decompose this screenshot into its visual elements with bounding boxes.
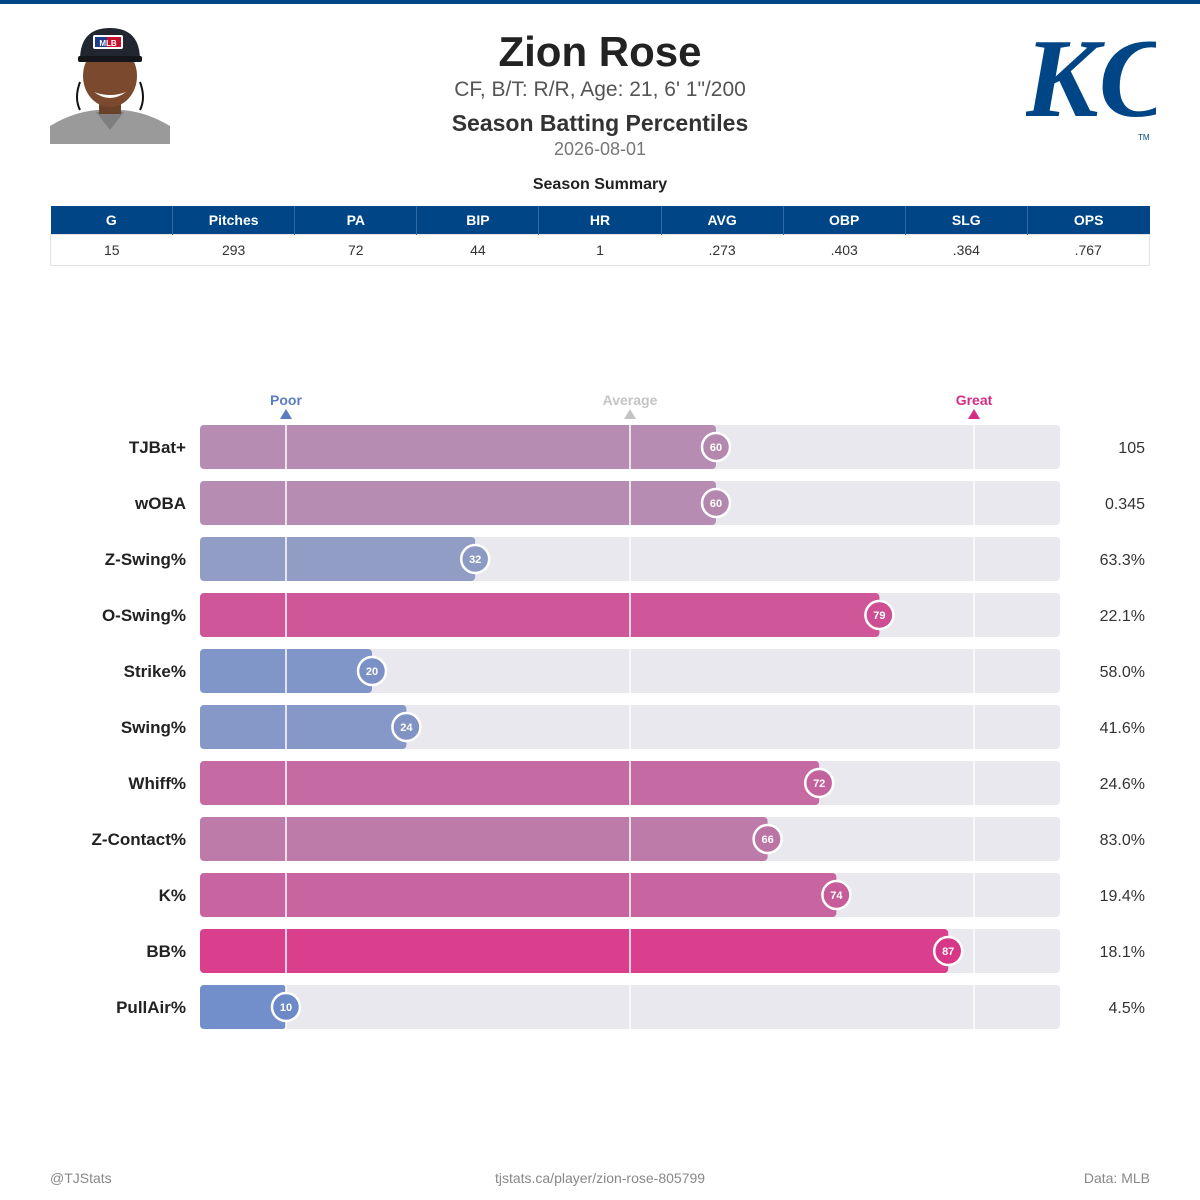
stat-value: 83.0% bbox=[1100, 832, 1145, 849]
reference-marker-icon bbox=[968, 409, 980, 419]
summary-header-cell: Pitches bbox=[172, 206, 296, 235]
percentile-value: 60 bbox=[710, 498, 722, 510]
player-headshot: MLB bbox=[50, 26, 170, 144]
summary-value-cell: .273 bbox=[661, 234, 784, 266]
stat-label: O-Swing% bbox=[102, 606, 186, 625]
reference-label: Average bbox=[603, 392, 658, 408]
top-accent-bar bbox=[0, 0, 1200, 4]
summary-header-cell: SLG bbox=[905, 206, 1028, 235]
summary-value-cell: .403 bbox=[783, 234, 906, 266]
reference-marker-icon bbox=[624, 409, 636, 419]
stat-value: 24.6% bbox=[1100, 776, 1145, 793]
percentile-badge bbox=[700, 487, 732, 519]
percentile-badge bbox=[391, 711, 422, 743]
footer-url[interactable]: tjstats.ca/player/zion-rose-805799 bbox=[494, 1170, 706, 1186]
summary-value-cell: 44 bbox=[416, 234, 539, 266]
player-name: Zion Rose bbox=[498, 28, 702, 75]
percentile-bar bbox=[200, 817, 768, 861]
stat-value: 22.1% bbox=[1100, 608, 1145, 625]
stat-value: 105 bbox=[1118, 440, 1145, 457]
stat-label: Z-Swing% bbox=[105, 550, 186, 569]
summary-header-row: G Pitches PA BIP HR AVG OBP SLG OPS bbox=[50, 206, 1150, 235]
footer-source: Data: MLB bbox=[1083, 1170, 1150, 1186]
percentile-bar bbox=[200, 985, 286, 1029]
report-date: 2026-08-01 bbox=[553, 139, 647, 159]
percentile-value: 20 bbox=[366, 666, 378, 678]
summary-header-cell: PA bbox=[294, 206, 418, 235]
stat-label: Strike% bbox=[124, 662, 186, 681]
stat-value: 19.4% bbox=[1100, 888, 1145, 905]
stat-value: 0.345 bbox=[1105, 496, 1145, 513]
percentile-bar bbox=[200, 481, 716, 525]
percentile-bar bbox=[200, 929, 949, 973]
stat-label: K% bbox=[159, 886, 186, 905]
percentile-badge bbox=[932, 935, 964, 967]
reference-label: Poor bbox=[270, 392, 302, 408]
player-bio: CF, B/T: R/R, Age: 21, 6' 1"/200 bbox=[454, 78, 746, 101]
percentile-value: 87 bbox=[942, 946, 954, 958]
percentile-badge bbox=[270, 991, 302, 1023]
stat-label: Whiff% bbox=[128, 774, 186, 793]
percentile-value: 79 bbox=[873, 610, 885, 622]
percentile-bar bbox=[200, 425, 716, 469]
summary-title: Season Summary bbox=[532, 176, 668, 193]
stat-label: TJBat+ bbox=[129, 438, 186, 457]
percentile-value: 74 bbox=[830, 890, 843, 902]
reference-label: Great bbox=[956, 392, 993, 408]
percentile-bar bbox=[200, 537, 476, 581]
summary-value-cell: 293 bbox=[172, 234, 295, 266]
stat-label: BB% bbox=[146, 942, 186, 961]
stat-label: Swing% bbox=[121, 718, 186, 737]
summary-header-cell: OBP bbox=[783, 206, 906, 235]
footer-handle[interactable]: @TJStats bbox=[50, 1170, 112, 1186]
summary-value-cell: 72 bbox=[294, 234, 417, 266]
percentile-bar bbox=[200, 705, 407, 749]
percentile-badge bbox=[821, 879, 852, 911]
stat-label: wOBA bbox=[134, 494, 186, 513]
percentile-badge bbox=[459, 543, 491, 575]
team-logo: KC TM bbox=[1023, 17, 1175, 146]
team-logo-text: KC bbox=[1026, 24, 1156, 141]
percentile-bar bbox=[200, 873, 837, 917]
percentile-badge bbox=[864, 599, 895, 631]
percentile-bar-chart: Poor Average Great TJBat+ 60 105 wOBA 60 0.345 Z-… bbox=[92, 392, 1145, 1029]
season-summary-table: G Pitches PA BIP HR AVG OBP SLG OPS 15 2… bbox=[49, 206, 1151, 266]
percentile-value: 66 bbox=[761, 834, 773, 846]
stat-value: 4.5% bbox=[1109, 1000, 1145, 1017]
stat-value: 18.1% bbox=[1100, 944, 1145, 961]
summary-value-cell: .364 bbox=[905, 234, 1028, 266]
percentile-value: 32 bbox=[469, 554, 481, 566]
summary-value-cell: 1 bbox=[538, 234, 662, 266]
chart-subtitle: Season Batting Percentiles bbox=[451, 110, 749, 136]
percentile-badge bbox=[700, 431, 732, 463]
percentile-badge bbox=[803, 767, 835, 799]
summary-header-cell: AVG bbox=[661, 206, 784, 235]
stat-value: 41.6% bbox=[1100, 720, 1145, 737]
percentile-badge bbox=[356, 655, 388, 687]
summary-header-cell: OPS bbox=[1027, 206, 1150, 235]
summary-header-cell: BIP bbox=[416, 206, 540, 235]
summary-header-cell: G bbox=[50, 206, 174, 235]
summary-header-cell: HR bbox=[538, 206, 662, 235]
stat-value: 58.0% bbox=[1100, 664, 1145, 681]
reference-marker-icon bbox=[280, 409, 292, 419]
summary-value-row: 15 293 72 44 1 .273 .403 .364 .767 bbox=[49, 234, 1151, 266]
summary-value-cell: 15 bbox=[49, 234, 173, 266]
percentile-value: 24 bbox=[400, 722, 413, 734]
cap-logo-text: MLB bbox=[99, 39, 117, 48]
percentile-value: 10 bbox=[280, 1002, 292, 1014]
summary-value-cell: .767 bbox=[1027, 234, 1151, 266]
trademark-mark: TM bbox=[1138, 133, 1150, 142]
percentile-bar bbox=[200, 593, 880, 637]
percentile-value: 72 bbox=[813, 778, 825, 790]
stat-value: 63.3% bbox=[1100, 552, 1145, 569]
percentile-bar bbox=[200, 761, 820, 805]
stat-label: Z-Contact% bbox=[92, 830, 186, 849]
percentile-value: 60 bbox=[710, 442, 722, 454]
percentile-badge bbox=[752, 823, 783, 855]
stat-label: PullAir% bbox=[116, 998, 186, 1017]
